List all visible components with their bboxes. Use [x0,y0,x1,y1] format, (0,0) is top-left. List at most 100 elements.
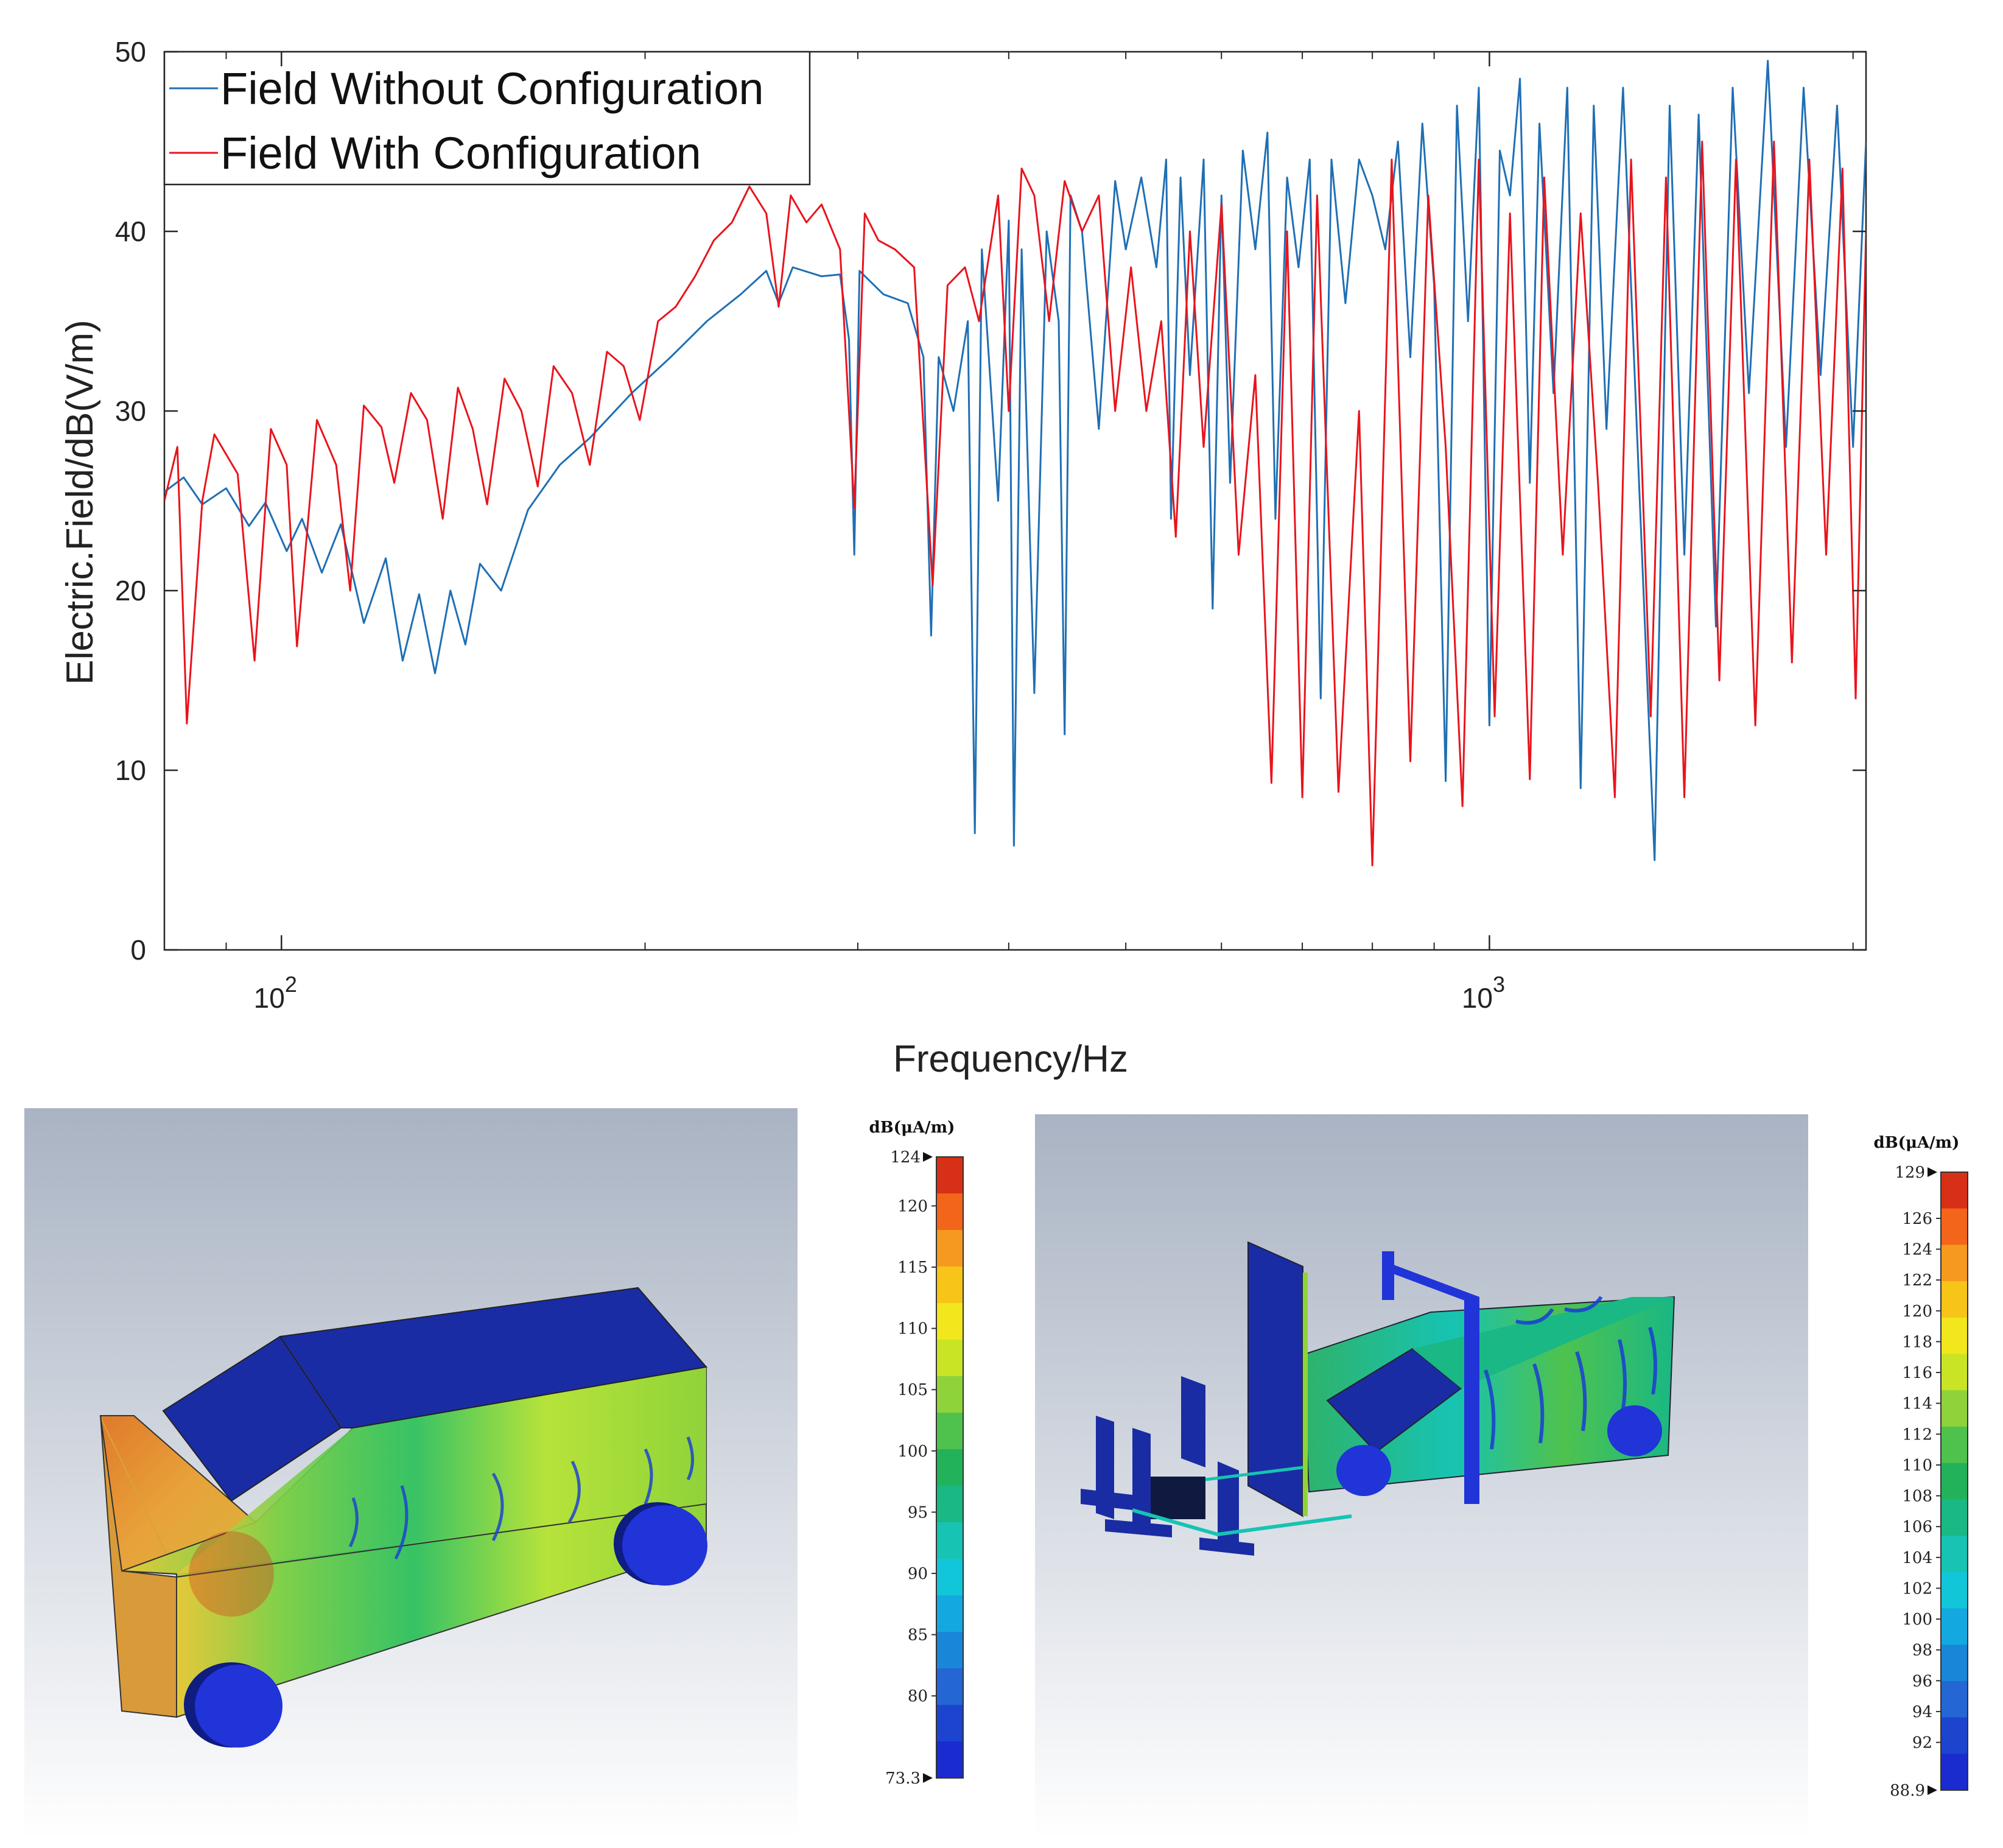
colorbar-tick-label: 90 [908,1565,928,1583]
colorbar-tick-label: 126 [1902,1210,1932,1228]
x-axis-title: Frequency/Hz [893,1038,1128,1080]
legend-label: Field Without Configuration [220,63,764,114]
front-wheel [195,1665,282,1748]
colorbar-segment [1941,1245,1968,1282]
car-body [1302,1296,1675,1493]
colorbar-tick-label: 85 [908,1626,928,1645]
y-axis-title: Electric.Field/dB(V/m) [59,320,101,684]
colorbar-tick-label: 80 [908,1687,928,1706]
colorbar-segment [936,1595,963,1632]
y-tick-label: 30 [115,395,146,427]
y-tick-label: 20 [115,575,146,606]
colorbar-tick-label: 100 [897,1442,928,1461]
car-roof [279,1287,707,1428]
colorbar-tick-label: 95 [908,1503,928,1522]
max-marker-icon [1928,1167,1937,1177]
y-tick-label: 0 [130,934,146,966]
colorbar-tick-label: 94 [1912,1703,1932,1721]
colorbar-segment [1941,1426,1968,1464]
colorbar-segment [936,1522,963,1559]
x-tick-label: 103 [1462,972,1505,1014]
colorbar-max-label: 124 [890,1148,921,1167]
colorbar-segment [936,1303,963,1340]
colorbar-segment [936,1193,963,1231]
colorbar-segment [1941,1354,1968,1391]
colorbar-frame [1940,1172,1968,1791]
colorbar-segment [1941,1463,1968,1500]
rear-wheel [1607,1405,1662,1456]
legend-box [163,51,811,186]
colorbar-segment [1941,1499,1968,1536]
colorbar-min-label: 88.9 [1890,1782,1925,1800]
colorbar-segment [936,1632,963,1669]
colorbar-min-label: 73.3 [885,1769,921,1788]
min-marker-icon [923,1773,933,1783]
colorbar-tick-label: 118 [1902,1333,1932,1351]
colorbar-right: dB(μA/m) 129 88.9 126 124 122 120 118 116 114 112 1… [1874,1134,1968,1800]
x-tick-label: 102 [254,972,297,1014]
colorbar-tick-label: 122 [1902,1271,1932,1290]
left-field-panel: dB(μA/m) 124 73.3 120 115 110 105 100 95 90 85 80 [24,1108,964,1839]
colorbar-segment [936,1340,963,1377]
harness-pole [1464,1297,1479,1504]
colorbar-tick-label: 92 [1912,1734,1932,1752]
colorbar-segment [1941,1717,1968,1754]
colorbar-tick-label: 98 [1912,1642,1932,1660]
colorbar-segment [1941,1281,1968,1318]
rear-wheel [622,1505,707,1586]
colorbar-segment [1941,1390,1968,1427]
series-line-without-configuration [164,60,1866,861]
colorbar-tick-label: 120 [1902,1302,1932,1321]
colorbar-segment [936,1413,963,1450]
series-line-with-configuration [164,141,1866,866]
min-marker-icon [1928,1785,1937,1795]
colorbar-tick-label: 110 [1902,1456,1932,1475]
car-model [99,1287,707,1748]
colorbar-tick-label: 112 [1902,1425,1932,1444]
colorbar-segment [936,1741,963,1779]
max-marker-icon [923,1152,933,1162]
colorbar-segment [1941,1172,1968,1209]
y-tick-label: 40 [115,216,146,247]
colorbar-tick-label: 96 [1912,1672,1932,1690]
colorbar-segment [936,1230,963,1267]
colorbar-title: dB(μA/m) [869,1119,955,1137]
y-tick-label: 10 [115,754,146,786]
colorbar-segment [1941,1681,1968,1718]
colorbar-tick-label: 106 [1902,1518,1932,1536]
colorbar-segment [936,1559,963,1596]
colorbar-segment [1941,1572,1968,1609]
line-chart: Field Without Configuration Field With Co… [59,36,1867,1080]
colorbar-segment [936,1157,963,1194]
colorbar-segment [1941,1645,1968,1682]
colorbar-tick-label: 108 [1902,1488,1932,1506]
car-with-harness-model [1081,1241,1675,1556]
colorbar-tick-label: 120 [897,1197,928,1215]
colorbar-segment [1941,1536,1968,1573]
colorbar-tick-label: 124 [1902,1241,1932,1259]
colorbar-tick-label: 110 [897,1320,928,1338]
legend-label: Field With Configuration [220,128,701,178]
front-wheel [1336,1445,1391,1496]
shield-plate [1247,1241,1303,1517]
colorbar-title: dB(μA/m) [1874,1134,1960,1152]
colorbar-segment [1941,1208,1968,1245]
colorbar-tick-label: 116 [1902,1364,1932,1382]
right-field-panel: dB(μA/m) 129 88.9 126 124 122 120 118 116 114 112 1… [1035,1114,1968,1839]
colorbar-segment [936,1267,963,1304]
colorbar-segment [936,1705,963,1742]
colorbar-tick-label: 114 [1902,1395,1932,1413]
colorbar-segment [1941,1317,1968,1355]
colorbar-segment [936,1376,963,1413]
colorbar-tick-label: 102 [1902,1579,1932,1598]
colorbar-tick-label: 104 [1902,1549,1932,1567]
colorbar-segment [936,1486,963,1523]
colorbar-left: dB(μA/m) 124 73.3 120 115 110 105 100 95 90 85 80 [869,1119,964,1788]
colorbar-tick-label: 100 [1902,1611,1932,1629]
colorbar-max-label: 129 [1895,1164,1925,1182]
colorbar-segment [936,1668,963,1706]
colorbar-segment [936,1449,963,1486]
colorbar-segment [1941,1754,1968,1791]
colorbar-tick-label: 105 [897,1381,928,1399]
colorbar-tick-label: 115 [897,1259,928,1277]
